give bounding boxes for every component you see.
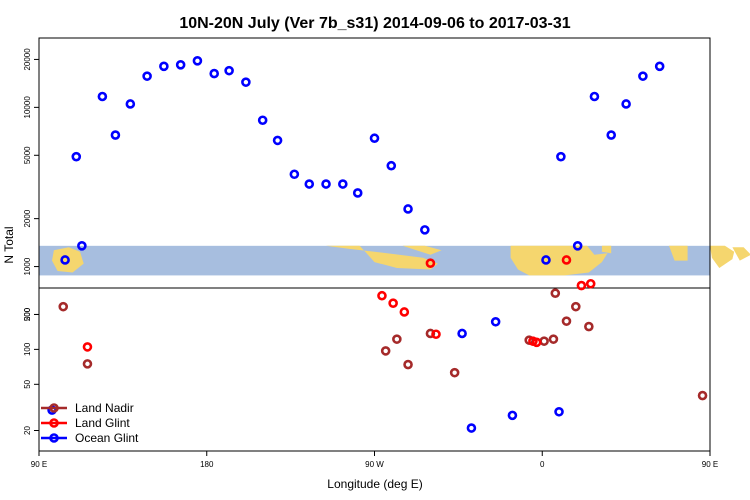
y-tick-label-upper: 10000 xyxy=(23,96,32,119)
x-tick-label: 90 E xyxy=(31,460,47,469)
land-glint-point xyxy=(585,278,596,289)
ocean-glint-point xyxy=(572,241,583,251)
land-nadir-point xyxy=(392,334,402,344)
y-tick-label-upper: 2000 xyxy=(23,209,32,227)
y-axis-label: N Total xyxy=(2,226,16,263)
plot-frame xyxy=(38,37,711,452)
ocean-glint-point xyxy=(241,77,251,87)
land-glint-point xyxy=(561,255,572,265)
legend-label-land-glint: Land Glint xyxy=(75,416,130,430)
ocean-glint-point xyxy=(224,65,234,76)
legend-marker-land-glint xyxy=(49,418,59,428)
ocean-glint-point xyxy=(125,99,136,109)
ocean-glint-point xyxy=(457,328,467,339)
land-glint-point xyxy=(531,337,542,348)
ocean-glint-point xyxy=(175,60,186,70)
ocean-glint-point xyxy=(192,56,203,66)
y-tick-label-upper: 500 xyxy=(23,307,32,321)
ocean-glint-point xyxy=(507,410,518,421)
ocean-glint-point xyxy=(403,204,413,214)
x-tick-label: 0 xyxy=(540,460,545,469)
ocean-glint-point xyxy=(97,91,108,102)
ocean-glint-point xyxy=(77,241,87,251)
ocean-glint-point xyxy=(352,188,363,198)
y-tick-label-upper: 20000 xyxy=(23,48,32,71)
ocean-glint-point xyxy=(338,179,348,189)
y-tick-label-lower: 200 xyxy=(23,307,32,321)
land-glint-point xyxy=(388,298,398,308)
land-nadir-point xyxy=(548,334,559,344)
x-axis: 90 E 180 90 W 0 90 E xyxy=(31,451,718,469)
land-glint-point xyxy=(82,342,93,352)
ocean-glint-point xyxy=(369,133,380,144)
ocean-glint-point xyxy=(60,255,70,265)
map-land-7 xyxy=(732,247,750,261)
land-glint-point xyxy=(399,307,410,317)
legend-label-ocean-glint: Ocean Glint xyxy=(75,431,139,445)
ocean-glint-point xyxy=(142,71,152,81)
x-tick-label: 90 W xyxy=(365,460,384,469)
map-land-2 xyxy=(402,245,442,255)
ocean-glint-point xyxy=(304,179,315,189)
ocean-glint-point xyxy=(541,255,551,265)
x-axis-label: Longitude (deg E) xyxy=(327,477,422,491)
y-tick-label-upper: 5000 xyxy=(23,146,32,164)
land-nadir-point xyxy=(697,390,708,401)
y-tick-label-lower: 100 xyxy=(23,342,32,356)
ocean-glint-point xyxy=(289,169,300,180)
legend-label-land-nadir: Land Nadir xyxy=(75,401,134,415)
ocean-glint-point xyxy=(257,115,268,126)
land-glint-point xyxy=(425,258,436,268)
ocean-glint-point xyxy=(386,160,397,171)
ocean-glint-point xyxy=(110,130,121,140)
chart-title: 10N-20N July (Ver 7b_s31) 2014-09-06 to … xyxy=(179,15,570,32)
legend-marker-land-nadir xyxy=(49,403,59,413)
y-tick-label-lower: 50 xyxy=(23,379,32,388)
x-tick-label: 90 E xyxy=(702,460,718,469)
land-nadir-point xyxy=(58,301,69,312)
ocean-glint-point xyxy=(654,61,665,72)
ocean-glint-point xyxy=(466,423,477,433)
y-tick-label-upper: 1000 xyxy=(23,257,32,275)
ocean-glint-point xyxy=(589,91,600,102)
map-land-4 xyxy=(601,245,612,254)
ocean-glint-point xyxy=(554,406,564,417)
legend-marker-ocean-glint xyxy=(49,433,59,443)
data-points xyxy=(47,56,708,433)
ocean-glint-point xyxy=(71,151,82,162)
land-nadir-point xyxy=(380,346,391,356)
y-tick-label-lower: 20 xyxy=(23,426,32,435)
ocean-glint-point xyxy=(606,130,617,140)
ocean-glint-point xyxy=(638,71,648,81)
ocean-glint-point xyxy=(272,135,283,146)
ocean-glint-point xyxy=(621,99,631,109)
ocean-glint-point xyxy=(321,179,331,189)
land-nadir-point xyxy=(449,367,460,378)
map-land-1 xyxy=(326,245,438,270)
land-nadir-point xyxy=(82,359,93,369)
map-land-3 xyxy=(510,245,608,276)
ocean-glint-point xyxy=(209,68,220,79)
land-nadir-point xyxy=(403,359,413,370)
land-nadir-point xyxy=(539,336,549,346)
land-glint-point xyxy=(377,290,387,301)
land-nadir-point xyxy=(550,288,561,299)
land-nadir-point xyxy=(425,328,436,339)
ocean-glint-point xyxy=(490,316,501,327)
map-land-6 xyxy=(710,245,735,268)
land-nadir-point xyxy=(584,321,594,332)
world-map-band xyxy=(39,245,750,276)
ocean-glint-point xyxy=(159,61,169,72)
land-nadir-point xyxy=(561,316,572,326)
ocean-glint-point xyxy=(556,151,566,162)
land-nadir-point xyxy=(570,301,581,312)
land-glint-point xyxy=(576,280,587,291)
land-glint-point xyxy=(431,329,441,340)
map-land-5 xyxy=(669,245,688,261)
x-tick-label: 180 xyxy=(200,460,214,469)
ocean-glint-point xyxy=(420,225,430,235)
